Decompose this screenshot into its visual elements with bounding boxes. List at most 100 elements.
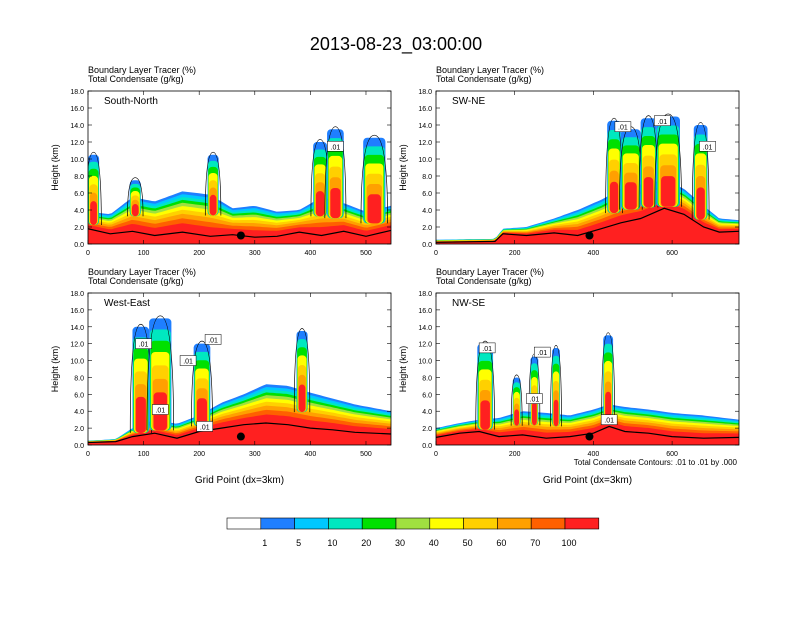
y-axis-label: Height (km): [50, 144, 60, 191]
y-axis-label: Height (km): [398, 144, 408, 191]
x-tick-label: 0: [434, 451, 438, 458]
y-tick-label: 16.0: [418, 106, 432, 113]
y-tick-label: 14.0: [418, 123, 432, 130]
colorbar-swatch-1: [260, 517, 295, 530]
panels-group: Boundary Layer Tracer (%)Total Condensat…: [50, 65, 740, 486]
colorbar-label: 40: [429, 538, 439, 548]
contour-label: .01: [657, 119, 667, 126]
contour-label-box: [196, 421, 214, 432]
condensate-contour-5: [691, 122, 710, 220]
x-tick-label: 0: [86, 250, 90, 257]
location-marker: [236, 231, 245, 240]
y-tick-label: 8.0: [422, 174, 432, 181]
plot-area: .01 .01 .01 .01: [436, 293, 739, 445]
y-tick-label: 8.0: [74, 375, 84, 382]
panel-title: South-North: [104, 96, 158, 107]
contour-label: .01: [537, 350, 547, 357]
panel-title: West-East: [104, 298, 150, 309]
tower-4-level-7: [298, 384, 306, 413]
condensate-contour-2: [127, 177, 144, 217]
x-tick-label: 100: [138, 250, 150, 257]
tower-1-level-7: [135, 396, 146, 433]
y-tick-label: 12.0: [418, 140, 432, 147]
contour-label-box: [152, 404, 169, 415]
condensate-contour-4: [550, 345, 562, 427]
contour-label-box: [654, 115, 671, 126]
figure-title: 2013-08-23_03:00:00: [310, 34, 482, 55]
colorbar-swatch-6: [429, 517, 464, 530]
condensate-contour-4: [293, 328, 311, 413]
panel-subtitle-condensate: Total Condensate (g/kg): [88, 74, 184, 84]
colorbar: 1 5 10 20 30 40 50 60 70 100: [226, 517, 600, 548]
tracer-band-10: [436, 202, 739, 244]
tower-1-level-7: [90, 201, 97, 226]
y-tick-label: 18.0: [70, 291, 84, 298]
colorbar-label: 10: [327, 538, 337, 548]
y-tick-label: 4.0: [422, 208, 432, 215]
panel-subtitle-condensate: Total Condensate (g/kg): [436, 276, 532, 286]
contour-label: .01: [200, 424, 210, 431]
terrain-line: [436, 425, 739, 439]
y-tick-label: 16.0: [70, 106, 84, 113]
panel-nw-se: Boundary Layer Tracer (%)Total Condensat…: [398, 267, 740, 486]
y-tick-label: 0.0: [74, 443, 84, 450]
y-tick-label: 12.0: [70, 140, 84, 147]
y-tick-label: 16.0: [70, 308, 84, 315]
y-tick-label: 2.0: [422, 426, 432, 433]
contour-label-box: [327, 141, 344, 152]
plot-area: .01 .01 .01 .01 .01: [88, 293, 391, 445]
x-tick-label: 600: [666, 451, 678, 458]
plot-frame: [435, 292, 740, 446]
plot-area: .01 .01 .01: [436, 91, 739, 244]
colorbar-label: 100: [561, 538, 576, 548]
x-tick-label: 0: [434, 250, 438, 257]
condensate-contour-1: [475, 340, 495, 430]
colorbar-swatch-8: [497, 517, 532, 530]
y-tick-label: 4.0: [422, 409, 432, 416]
x-tick-label: 200: [509, 451, 521, 458]
contour-label: .01: [155, 408, 165, 415]
x-tick-label: 300: [249, 451, 261, 458]
y-tick-label: 2.0: [74, 426, 84, 433]
y-tick-label: 18.0: [418, 291, 432, 298]
x-tick-label: 0: [86, 451, 90, 458]
x-axis-label: Grid Point (dx=3km): [195, 475, 284, 486]
tower-4-level-7: [661, 176, 676, 207]
y-tick-label: 8.0: [74, 174, 84, 181]
contour-label: .01: [618, 125, 628, 132]
x-tick-label: 200: [509, 250, 521, 257]
colorbar-swatch-3: [328, 517, 363, 530]
tower-5-level-7: [696, 187, 705, 220]
panel-subtitle-condensate: Total Condensate (g/kg): [88, 276, 184, 286]
tower-3-level-7: [531, 401, 537, 426]
condensate-contour-6: [360, 134, 389, 224]
panel-subtitle-tracer: Boundary Layer Tracer (%): [88, 65, 196, 75]
condensate-contour-3: [204, 151, 222, 216]
contour-label: .01: [331, 144, 341, 151]
tower-3-level-7: [209, 194, 217, 216]
terrain-line: [436, 207, 739, 243]
y-tick-label: 12.0: [418, 342, 432, 349]
colorbar-swatch-0: [226, 517, 262, 530]
location-marker: [585, 231, 594, 240]
y-tick-label: 6.0: [422, 392, 432, 399]
contour-label: .01: [208, 337, 218, 344]
colorbar-label: 30: [395, 538, 405, 548]
y-tick-label: 2.0: [422, 225, 432, 232]
colorbar-label: 5: [296, 538, 301, 548]
contour-label: .01: [604, 418, 614, 425]
colorbar-swatch-7: [463, 517, 498, 530]
y-tick-label: 14.0: [70, 123, 84, 130]
tracer-band-10: [88, 414, 391, 445]
colorbar-label: 60: [496, 538, 506, 548]
contour-label-box: [699, 141, 716, 152]
plot-frame: [87, 292, 392, 446]
tower-5-level-7: [605, 391, 612, 421]
location-marker: [236, 432, 245, 441]
tower-6-level-7: [367, 194, 382, 224]
panel-title: SW-NE: [452, 96, 485, 107]
contour-label-box: [526, 393, 543, 404]
tower-2-level-7: [131, 204, 139, 217]
colorbar-swatch-4: [361, 517, 397, 530]
